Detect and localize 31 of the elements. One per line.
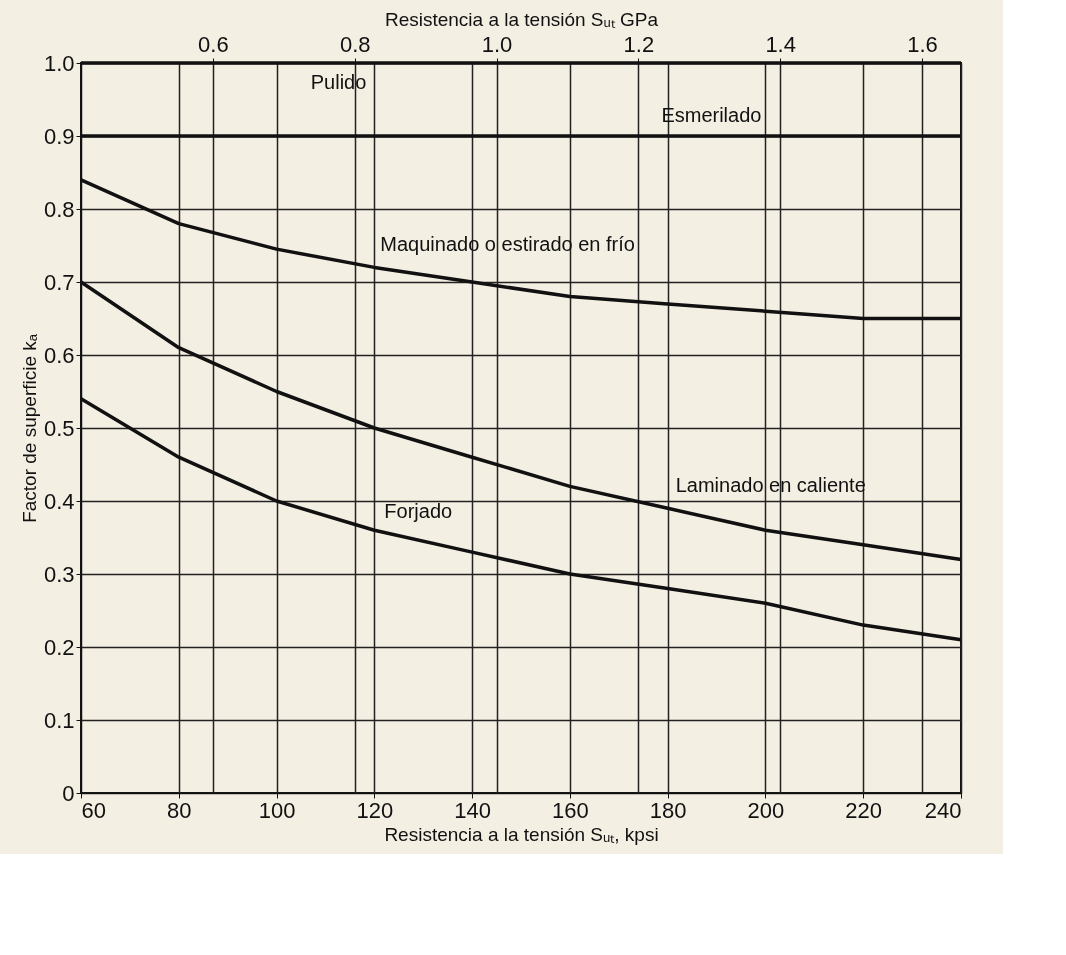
y-tick-label: 0.8 (43, 196, 75, 222)
x2-tick-label: 1.0 (481, 31, 513, 57)
x-tick-label: 120 (356, 797, 394, 823)
x-tick-label: 60 (81, 797, 106, 823)
y-tick-label: 0.4 (43, 488, 75, 514)
x-axis-title: Resistencia a la tensión Sᵤₜ, kpsi (384, 823, 659, 845)
x-tick-label: 220 (845, 797, 883, 823)
y-axis-title: Factor de superficie kₐ (18, 333, 40, 523)
x2-tick-label: 1.4 (765, 31, 796, 57)
x2-tick-label: 1.2 (623, 31, 655, 57)
x-tick-label: 240 (924, 797, 962, 823)
y-tick-label: 0.3 (43, 561, 75, 587)
annotation: Forjado (384, 500, 453, 523)
y-tick-label: 0.5 (43, 415, 75, 441)
y-tick-label: 0 (62, 780, 75, 806)
x-tick-label: 140 (454, 797, 491, 823)
y-tick-label: 0.7 (43, 269, 75, 295)
x-tick-label: 180 (649, 797, 687, 823)
x2-tick-label: 1.6 (907, 31, 938, 57)
x2-tick-label: 0.6 (198, 31, 229, 57)
x2-tick-label: 0.8 (339, 31, 371, 57)
x-tick-label: 80 (167, 797, 192, 823)
y-tick-label: 1.0 (43, 50, 75, 76)
y-tick-label: 0.6 (43, 342, 75, 368)
x-tick-label: 100 (258, 797, 296, 823)
y-tick-label: 0.2 (43, 634, 75, 660)
x-tick-label: 200 (747, 797, 785, 823)
y-tick-label: 0.1 (43, 707, 75, 733)
y-tick-label: 0.9 (43, 123, 75, 149)
x-tick-label: 160 (552, 797, 589, 823)
x2-axis-title: Resistencia a la tensión Sᵤₜ GPa (384, 8, 659, 30)
